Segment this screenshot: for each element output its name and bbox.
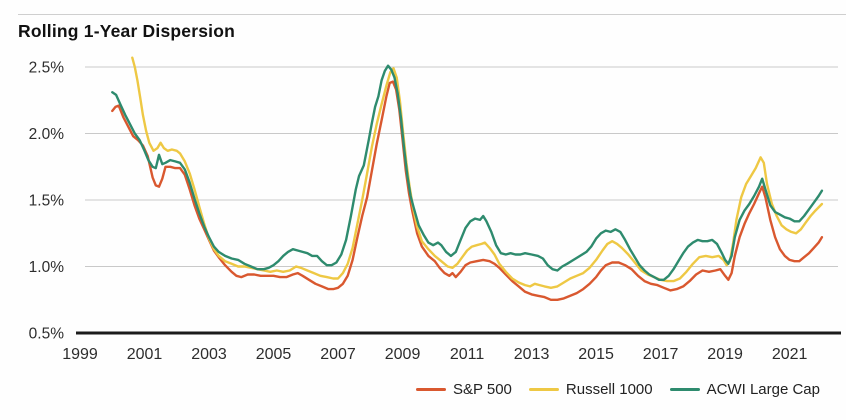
legend-item-acwi-large-cap: ACWI Large Cap (669, 381, 820, 398)
x-tick-label-2019: 2019 (707, 346, 743, 363)
legend-label-sp500: S&P 500 (452, 381, 512, 398)
y-tick-label-1.0%: 1.0% (29, 259, 65, 276)
x-tick-label-2021: 2021 (772, 346, 808, 363)
x-tick-label-2017: 2017 (643, 346, 679, 363)
x-tick-label-2007: 2007 (320, 346, 356, 363)
y-tick-label-1.5%: 1.5% (29, 193, 65, 210)
x-tick-label-2009: 2009 (385, 346, 421, 363)
x-tick-label-2015: 2015 (578, 346, 614, 363)
y-tick-label-2.5%: 2.5% (29, 60, 65, 77)
x-tick-label-2003: 2003 (191, 346, 227, 363)
x-tick-label-2011: 2011 (450, 346, 485, 363)
x-tick-label-2001: 2001 (127, 346, 163, 363)
legend-label-russell1000: Russell 1000 (565, 381, 653, 398)
chart-title: Rolling 1-Year Dispersion (18, 21, 235, 41)
legend-item-sp500: S&P 500 (415, 381, 512, 398)
top-divider (18, 14, 846, 15)
legend-item-russell1000: Russell 1000 (528, 381, 653, 398)
y-tick-label-2.0%: 2.0% (29, 126, 65, 143)
x-tick-label-2013: 2013 (514, 346, 550, 363)
acwi-large-cap-line-swatch (669, 388, 700, 391)
series-line-s-p-500 (111, 80, 824, 301)
chart-legend: S&P 500 Russell 1000 ACWI Large Cap (415, 381, 820, 398)
sp500-line-swatch (415, 388, 446, 391)
series-line-russell-1000 (131, 56, 824, 289)
y-tick-label-0.5%: 0.5% (29, 326, 65, 343)
x-tick-label-1999: 1999 (62, 346, 98, 363)
series-line-acwi-large-cap (111, 64, 824, 281)
legend-label-acwi-large-cap: ACWI Large Cap (706, 381, 820, 398)
russell1000-line-swatch (528, 388, 559, 391)
x-tick-label-2005: 2005 (256, 346, 292, 363)
